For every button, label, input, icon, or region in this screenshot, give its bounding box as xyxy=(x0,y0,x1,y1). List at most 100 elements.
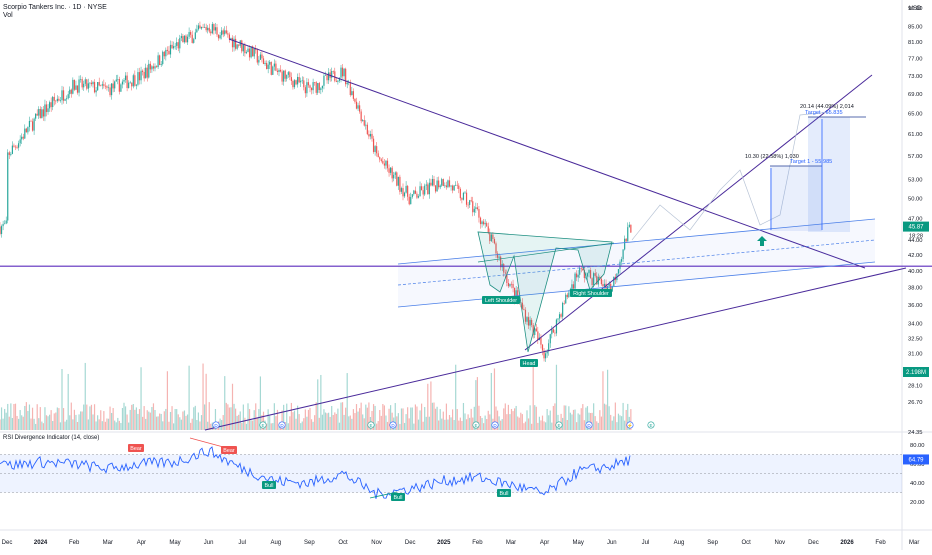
candle-body xyxy=(83,83,85,88)
candle-body xyxy=(205,27,207,31)
volume-bar xyxy=(204,404,206,430)
price-tick-label: 61.00 xyxy=(908,132,923,138)
candle-body xyxy=(76,85,79,93)
candle-body xyxy=(589,270,592,279)
time-tick-label: Feb xyxy=(69,540,80,546)
volume-bar xyxy=(224,376,226,430)
volume-bar xyxy=(413,423,415,430)
volume-bar xyxy=(517,416,519,430)
volume-bar xyxy=(278,423,280,430)
candle-body xyxy=(521,302,523,309)
volume-bar xyxy=(588,412,590,430)
volume-bar xyxy=(199,421,201,430)
volume-bar xyxy=(290,402,292,430)
volume-bar xyxy=(21,415,23,430)
candle-body xyxy=(583,270,585,279)
volume-bar xyxy=(355,404,358,430)
candle-body xyxy=(120,84,122,92)
candle-body xyxy=(236,44,238,49)
candle-body xyxy=(137,72,139,85)
volume-bar xyxy=(332,415,334,430)
volume-bar xyxy=(503,408,505,430)
candle-body xyxy=(219,35,221,39)
candle-body xyxy=(159,55,161,65)
candle-body xyxy=(551,329,553,335)
candle-body xyxy=(393,174,395,179)
candle-body xyxy=(182,36,184,43)
volume-bar xyxy=(368,402,370,430)
bear-label-1: Bear xyxy=(130,446,142,452)
candle-body xyxy=(185,35,187,43)
volume-bar xyxy=(521,414,523,430)
candle-body xyxy=(579,267,581,275)
volume-bar xyxy=(586,406,589,430)
volume-bar xyxy=(352,409,354,430)
candle-body xyxy=(315,82,317,93)
candle-body xyxy=(402,188,404,197)
candle-body xyxy=(221,30,223,36)
candle-body xyxy=(95,90,97,93)
candle-body xyxy=(324,75,327,76)
volume-bar xyxy=(534,405,536,430)
volume-bar xyxy=(379,410,381,430)
rsi-tick-label: 60.00 xyxy=(910,462,925,468)
candle-body xyxy=(267,64,269,69)
candle-body xyxy=(90,82,93,85)
candle-body xyxy=(228,34,230,39)
volume-bar xyxy=(579,414,581,430)
volume-bar xyxy=(366,407,368,430)
left-shoulder-label-bg xyxy=(482,296,520,304)
candle-body xyxy=(582,268,584,271)
candle-body xyxy=(555,319,558,334)
volume-bar xyxy=(166,371,168,430)
candle-body xyxy=(163,51,165,57)
price-tick-label: 65.00 xyxy=(908,112,923,118)
candle-body xyxy=(317,83,319,93)
volume-bar xyxy=(92,414,94,430)
volume-bar xyxy=(329,416,331,430)
volume-bar xyxy=(67,373,69,430)
candle-body xyxy=(67,94,69,99)
volume-bar xyxy=(504,403,506,430)
event-marker xyxy=(278,421,286,429)
volume-bar xyxy=(16,415,18,430)
candle-body xyxy=(255,48,257,51)
volume-bar xyxy=(154,410,156,430)
volume-bar xyxy=(343,414,345,430)
candle-body xyxy=(202,26,204,28)
candle-body xyxy=(571,284,573,289)
candle-body xyxy=(602,284,604,287)
volume-bar xyxy=(371,410,373,430)
volume-bar xyxy=(151,407,153,430)
candle-body xyxy=(103,84,105,86)
candle-body xyxy=(349,82,351,96)
candle-body xyxy=(554,332,556,334)
candle-body xyxy=(123,79,125,82)
candle-body xyxy=(293,80,296,88)
candle-body xyxy=(306,82,308,94)
volume-bar xyxy=(180,419,182,430)
candle-body xyxy=(326,75,328,81)
volume-bar xyxy=(483,423,485,430)
candle-body xyxy=(473,208,475,213)
candle-body xyxy=(312,82,314,91)
volume-bar xyxy=(106,418,108,430)
volume-bar xyxy=(400,408,403,430)
candle-body xyxy=(630,224,632,233)
candle-body xyxy=(619,261,621,270)
event-marker-label: E xyxy=(649,423,652,428)
volume-bar xyxy=(286,403,288,430)
volume-bar xyxy=(118,420,120,430)
candle-body xyxy=(22,136,24,139)
volume-bar xyxy=(128,422,130,430)
volume-bar xyxy=(523,423,525,430)
rising-trendline xyxy=(204,267,907,431)
volume-bar xyxy=(593,403,595,430)
candle-body xyxy=(129,82,131,84)
volume-bar xyxy=(622,402,624,430)
volume-bar xyxy=(207,421,209,430)
candle-body xyxy=(213,24,215,31)
volume-bar xyxy=(479,415,482,430)
